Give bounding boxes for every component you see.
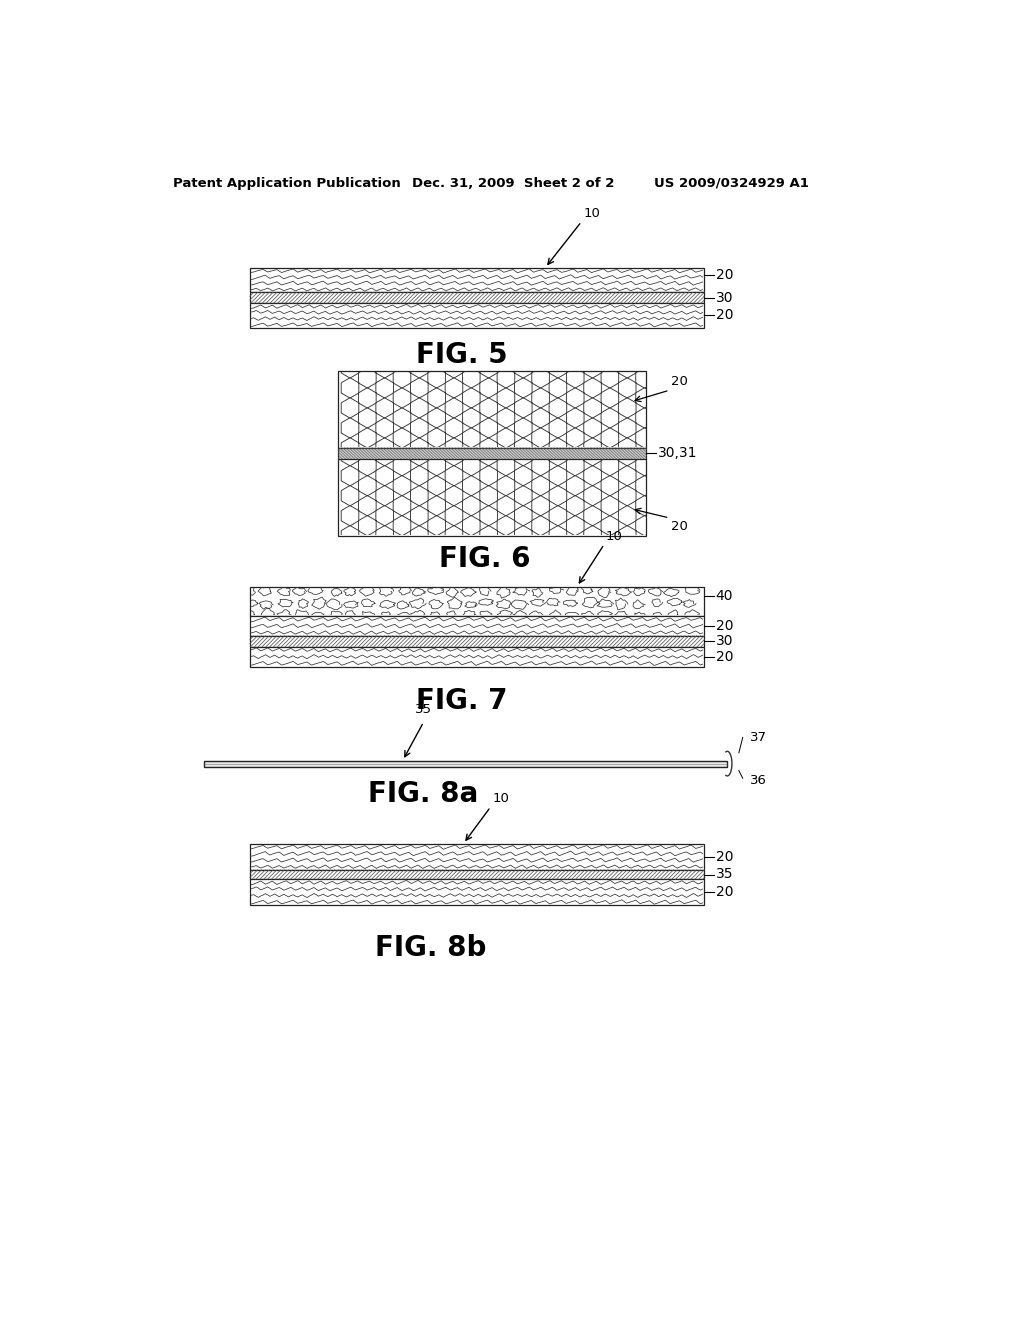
Text: 30,31: 30,31	[658, 446, 697, 461]
Text: FIG. 5: FIG. 5	[416, 341, 508, 368]
Bar	[250, 647, 705, 667]
Bar	[339, 447, 646, 459]
Text: 30: 30	[716, 290, 733, 305]
Text: 40: 40	[716, 589, 733, 603]
Text: FIG. 8a: FIG. 8a	[368, 780, 478, 808]
Bar	[250, 293, 705, 304]
Bar	[250, 616, 705, 636]
Bar	[204, 760, 727, 767]
Text: 10: 10	[606, 529, 623, 543]
Bar	[250, 304, 705, 327]
Bar	[250, 586, 705, 615]
Text: 10: 10	[493, 792, 509, 805]
Text: Dec. 31, 2009  Sheet 2 of 2: Dec. 31, 2009 Sheet 2 of 2	[412, 177, 614, 190]
Text: 35: 35	[716, 867, 733, 882]
Bar	[250, 879, 705, 906]
Text: 20: 20	[671, 375, 688, 388]
Bar	[250, 843, 705, 870]
Text: 36: 36	[751, 774, 767, 787]
Text: 20: 20	[716, 850, 733, 863]
Text: FIG. 7: FIG. 7	[416, 688, 508, 715]
Text: FIG. 6: FIG. 6	[439, 545, 530, 573]
Text: FIG. 8b: FIG. 8b	[375, 933, 486, 962]
Bar	[339, 371, 646, 447]
Text: US 2009/0324929 A1: US 2009/0324929 A1	[654, 177, 809, 190]
Text: 20: 20	[671, 520, 688, 533]
Bar	[250, 870, 705, 879]
Text: 35: 35	[415, 702, 432, 715]
Text: 37: 37	[751, 731, 767, 744]
Text: 20: 20	[716, 649, 733, 664]
Text: 20: 20	[716, 309, 733, 322]
Text: 20: 20	[716, 268, 733, 282]
Bar	[250, 268, 705, 293]
Bar	[339, 459, 646, 536]
Text: 20: 20	[716, 619, 733, 632]
Text: 20: 20	[716, 886, 733, 899]
Text: Patent Application Publication: Patent Application Publication	[173, 177, 400, 190]
Text: 10: 10	[583, 207, 600, 220]
Text: 30: 30	[716, 634, 733, 648]
Bar	[250, 636, 705, 647]
